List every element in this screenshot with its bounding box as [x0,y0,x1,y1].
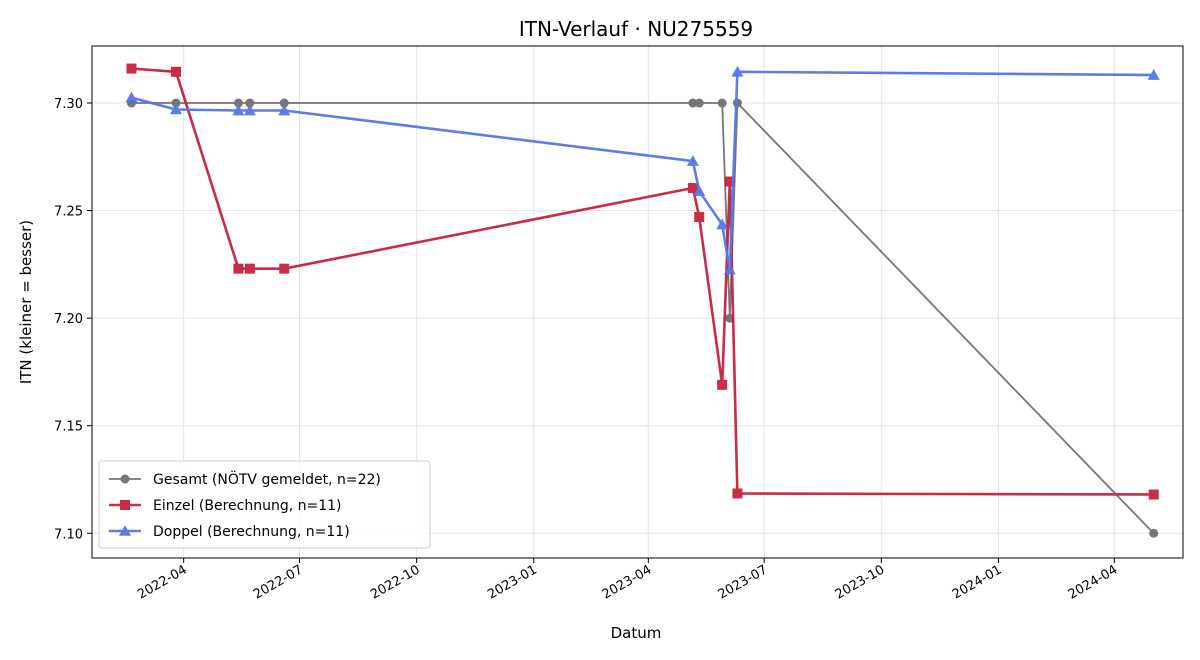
legend-marker [120,500,130,510]
data-point [1149,528,1159,538]
data-point [724,176,735,187]
y-tick-label: 7.25 [54,205,83,220]
data-point [694,212,705,223]
series-square [126,63,1159,500]
data-point [171,66,182,77]
data-point [732,488,743,499]
data-point [245,98,255,108]
data-point [1147,69,1160,80]
data-point [279,263,290,274]
legend-entry [109,500,141,510]
y-tick-label: 7.20 [54,312,83,327]
series-triangle [125,65,1160,275]
data-point [717,379,728,390]
legend-entry [109,525,141,536]
legend-entry [109,474,141,484]
data-point [717,98,727,108]
data-point [723,263,736,275]
data-point [279,98,289,108]
data-point [686,155,699,166]
x-axis-title: Datum [611,624,662,642]
legend-marker [120,474,130,484]
legend-box [98,460,431,549]
legend: Gesamt (NÖTV gemeldet, n=22) Einzel (Bere… [98,460,431,549]
data-point [693,185,706,197]
data-point [694,98,704,108]
data-point [731,65,744,77]
legend-label: Doppel (Berechnung, n=11) [153,524,350,540]
data-point [126,63,137,74]
data-point [170,103,183,115]
y-axis-title: ITN (kleiner = besser) [17,220,35,384]
data-point [125,91,138,103]
data-point [688,98,698,108]
data-point [232,104,245,116]
chart-title: ITN-Verlauf · NU275559 [519,17,753,41]
data-point [1148,489,1159,500]
y-tick-label: 7.15 [54,420,83,435]
data-point [233,263,244,274]
data-point [171,98,181,108]
plot-frame [91,45,1184,559]
data-point [278,104,291,116]
legend-marker [119,525,131,536]
legend-label: Einzel (Berechnung, n=11) [153,498,342,514]
data-point [716,218,729,230]
data-point [244,263,255,274]
series-layer [125,63,1160,538]
y-tick-label: 7.10 [54,527,83,542]
y-tick-label: 7.30 [54,97,83,112]
data-point [243,104,256,116]
data-point [233,98,243,108]
legend-label: Gesamt (NÖTV gemeldet, n=22) [153,470,381,488]
data-point [687,182,698,193]
